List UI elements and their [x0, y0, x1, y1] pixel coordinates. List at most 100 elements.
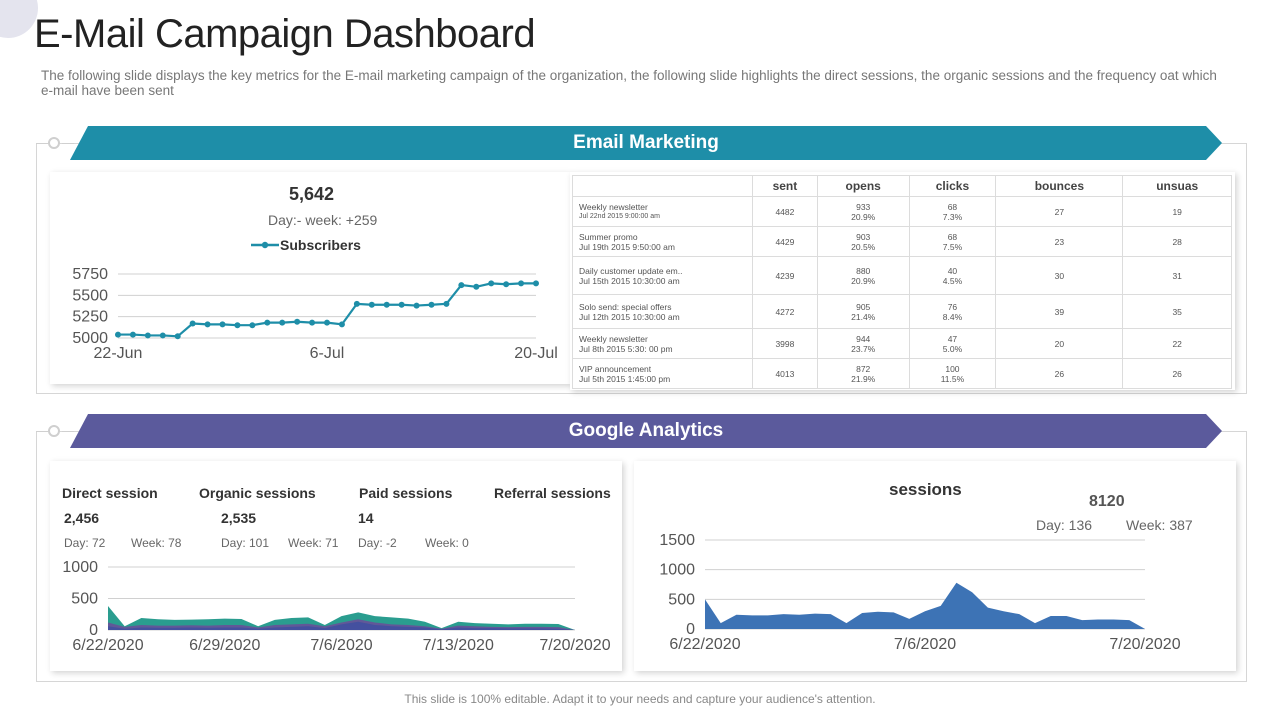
- table-row[interactable]: Weekly newsletter Jul 8th 2015 5:30: 00 p…: [572, 328, 1232, 359]
- opens-cell: 872 21.9%: [816, 358, 910, 389]
- x-tick-label: 20-Jul: [514, 345, 558, 362]
- clicks-cell: 68 7.3%: [908, 196, 997, 227]
- sessions-total-card: [634, 461, 1236, 671]
- pin-icon: [48, 137, 60, 149]
- subscribers-point: [398, 301, 405, 308]
- x-tick-label: 22-Jun: [94, 345, 143, 362]
- table-row[interactable]: Daily customer update em.. Jul 15th 2015 …: [572, 256, 1232, 295]
- opens-cell: 933 20.9%: [816, 196, 910, 227]
- clicks-cell: 68 7.5%: [908, 226, 997, 257]
- pin-icon: [48, 425, 60, 437]
- email-marketing-banner-label: Email Marketing: [573, 132, 719, 153]
- bounces-cell: 27: [995, 196, 1124, 227]
- campaign-date: Jul 12th 2015 10:30:00 am: [579, 311, 680, 322]
- unsubs-cell: 22: [1122, 328, 1232, 359]
- bounces-cell: 23: [995, 226, 1124, 257]
- paid-sessions-area: [108, 621, 575, 630]
- clicks-percent: 4.5%: [942, 275, 963, 286]
- subscribers-point: [234, 322, 241, 329]
- table-row[interactable]: VIP announcement Jul 5th 2015 1:45:00 pm …: [572, 358, 1232, 389]
- direct-session-week: Week: 78: [131, 536, 182, 550]
- clicks-value: 47: [947, 333, 958, 344]
- subscribers-point: [249, 322, 256, 329]
- sent-cell: 4482: [752, 196, 818, 227]
- page-title: E-Mail Campaign Dashboard: [34, 12, 536, 56]
- campaign-name-cell: Weekly newsletter Jul 8th 2015 5:30: 00 p…: [572, 328, 753, 359]
- opens-percent: 21.9%: [851, 373, 876, 384]
- subscribers-point: [294, 318, 301, 325]
- subscribers-point: [309, 319, 316, 326]
- campaign-name: VIP announcement: [579, 363, 652, 374]
- campaign-name-cell: Solo send: special offers Jul 12th 2015 1…: [572, 294, 753, 329]
- subscribers-point: [189, 320, 196, 327]
- table-header-opens[interactable]: opens: [816, 175, 910, 197]
- page-subtitle: The following slide displays the key met…: [41, 68, 1217, 98]
- sessions-title: sessions: [889, 480, 962, 499]
- opens-cell: 905 21.4%: [816, 294, 910, 329]
- campaign-date: Jul 22nd 2015 9:00:00 am: [579, 212, 660, 220]
- x-tick-label: 7/6/2020: [310, 637, 372, 654]
- organic-sessions-day: Day: 101: [221, 536, 270, 550]
- campaign-table: sent opens clicks bounces unsuas Weekly …: [572, 175, 1232, 389]
- sessions-day: Day: 136: [1036, 517, 1093, 533]
- session-breakdown-card: [50, 461, 622, 671]
- banner-arrow-shape: [70, 414, 1222, 448]
- table-header-bounces[interactable]: bounces: [995, 175, 1124, 197]
- paid-sessions-label: Paid sessions: [359, 485, 453, 501]
- unsubs-cell: 28: [1122, 226, 1232, 257]
- organic-sessions-week: Week: 71: [288, 536, 339, 550]
- bounces-cell: 39: [995, 294, 1124, 329]
- email-marketing-banner: Email Marketing: [70, 126, 1222, 160]
- opens-value: 872: [856, 363, 871, 374]
- table-header-sent[interactable]: sent: [752, 175, 818, 197]
- subscribers-total: 5,642: [289, 184, 335, 204]
- bounces-cell: 30: [995, 256, 1124, 295]
- campaign-name: Weekly newsletter: [579, 333, 648, 344]
- sent-cell: 4239: [752, 256, 818, 295]
- direct-session-day: Day: 72: [64, 536, 106, 550]
- campaign-name: Summer promo: [579, 231, 638, 242]
- campaign-name-cell: Weekly newsletter Jul 22nd 2015 9:00:00 a…: [572, 196, 753, 227]
- clicks-percent: 7.3%: [942, 211, 963, 222]
- bounces-cell: 20: [995, 328, 1124, 359]
- campaign-date: Jul 8th 2015 5:30: 00 pm: [579, 343, 673, 354]
- paid-sessions-week: Week: 0: [425, 536, 469, 550]
- y-tick-label: 500: [71, 591, 98, 608]
- y-tick-label: 5250: [72, 309, 108, 326]
- y-tick-label: 0: [89, 622, 98, 639]
- clicks-value: 40: [947, 265, 958, 276]
- banner-arrow-shape: [70, 126, 1222, 160]
- subscribers-line: [118, 282, 536, 338]
- table-row[interactable]: Summer promo Jul 19th 2015 9:50:00 am 442…: [572, 226, 1232, 257]
- subscribers-point: [324, 319, 330, 326]
- subscribers-point: [383, 301, 390, 308]
- session-breakdown-area-chart: 0 500 1000 6/22/2020 6/29/2020 7/6/2020 7/13/2…: [62, 559, 610, 654]
- opens-cell: 880 20.9%: [816, 256, 910, 295]
- clicks-cell: 40 4.5%: [908, 256, 997, 295]
- subscribers-point: [129, 331, 136, 338]
- subscribers-line-chart: 5000 5250 5500 5750 22-Jun 6-Jul 20-Jul: [72, 266, 558, 362]
- table-row[interactable]: Weekly newsletter Jul 22nd 2015 9:00:00 a…: [572, 196, 1232, 227]
- subscribers-legend-marker: [251, 241, 279, 249]
- subscribers-point: [174, 333, 181, 340]
- table-header-unsubs[interactable]: unsuas: [1122, 175, 1232, 197]
- sent-cell: 3998: [752, 328, 818, 359]
- subscribers-card: [50, 172, 570, 384]
- opens-percent: 20.9%: [851, 211, 876, 222]
- opens-cell: 903 20.5%: [816, 226, 910, 257]
- paid-sessions-day: Day: -2: [358, 536, 397, 550]
- campaign-date: Jul 19th 2015 9:50:00 am: [579, 241, 675, 252]
- clicks-cell: 100 11.5%: [908, 358, 997, 389]
- table-row[interactable]: Solo send: special offers Jul 12th 2015 1…: [572, 294, 1232, 329]
- table-header-clicks[interactable]: clicks: [908, 175, 997, 197]
- unsubs-cell: 31: [1122, 256, 1232, 295]
- campaign-date: Jul 5th 2015 1:45:00 pm: [579, 373, 671, 384]
- campaign-name-cell: VIP announcement Jul 5th 2015 1:45:00 pm: [572, 358, 753, 389]
- x-tick-label: 6/22/2020: [669, 636, 740, 653]
- sent-cell: 4429: [752, 226, 818, 257]
- subscribers-delta: Day:- week: +259: [268, 212, 378, 228]
- clicks-percent: 11.5%: [940, 373, 965, 384]
- subscribers-point: [368, 301, 375, 308]
- y-tick-label: 1000: [62, 559, 98, 576]
- clicks-value: 68: [947, 231, 958, 242]
